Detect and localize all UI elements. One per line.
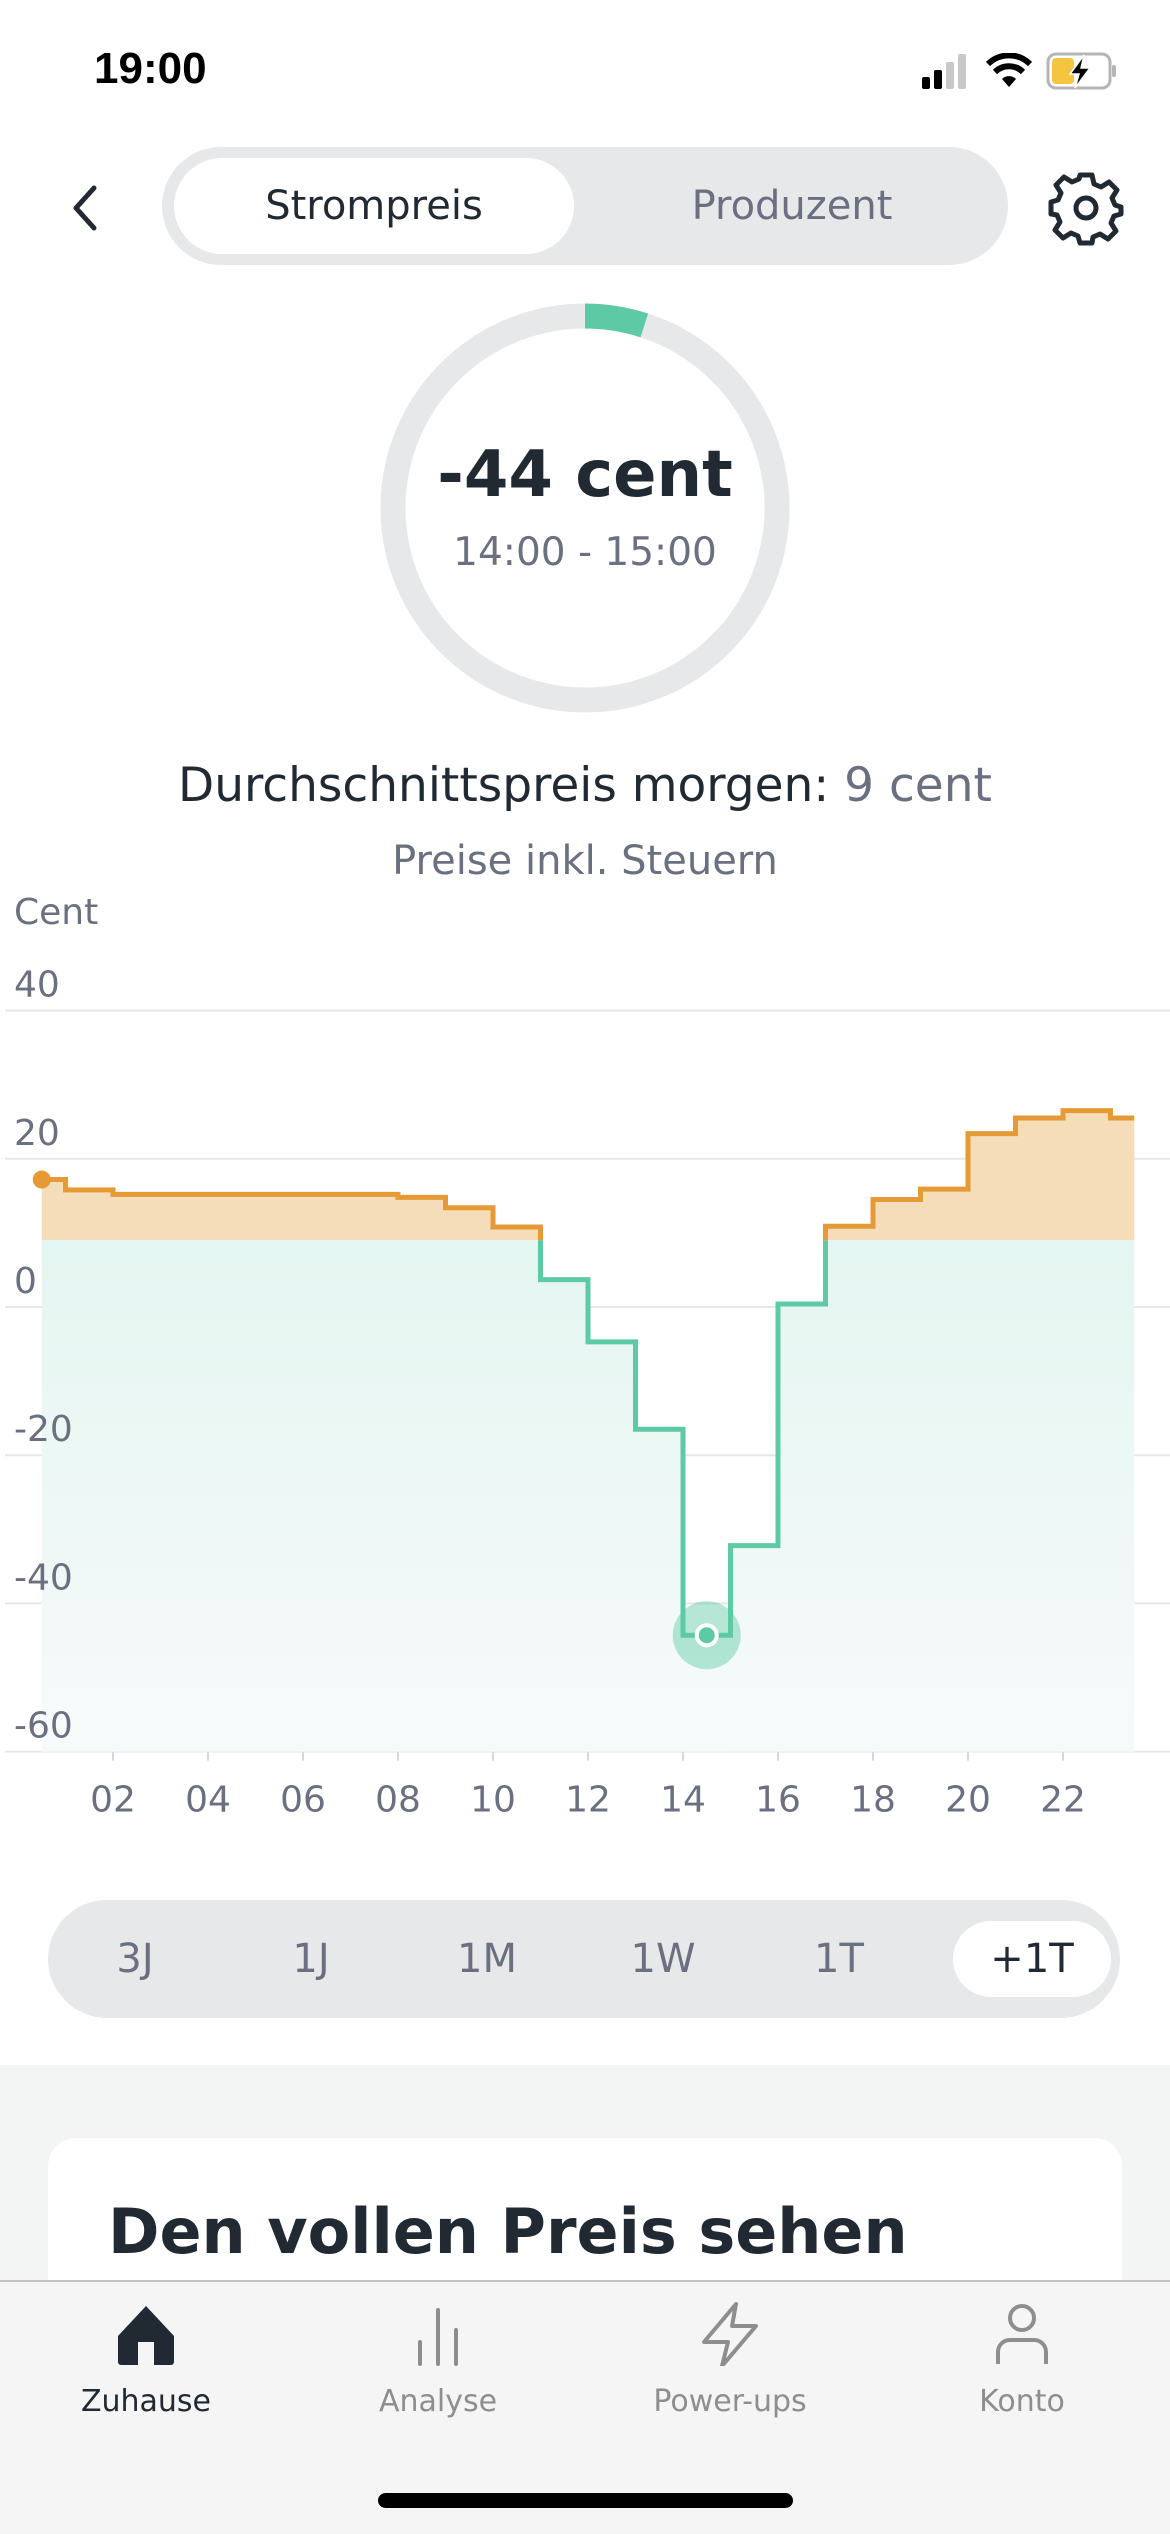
range-option-1w[interactable]: 1W [630, 1936, 696, 1982]
x-tick-label: 18 [850, 1780, 896, 1821]
wifi-icon [986, 53, 1032, 87]
tab-label: Konto [979, 2384, 1065, 2419]
gear-icon[interactable] [1048, 170, 1124, 246]
x-tick-label: 22 [1040, 1780, 1086, 1821]
y-tick-label: 20 [14, 1113, 60, 1154]
mode-segmented-control: Strompreis Produzent [162, 147, 1008, 265]
x-tick-label: 16 [755, 1780, 801, 1821]
y-tick-label: -20 [14, 1409, 73, 1450]
price-unit: cent [575, 438, 733, 512]
tab-konto[interactable]: Konto [892, 2302, 1152, 2419]
y-tick-label: -40 [14, 1557, 73, 1598]
tab-zuhause[interactable]: Zuhause [16, 2302, 276, 2419]
area-below-average [41, 1240, 1135, 1752]
range-selector: 3J 1J 1M 1W 1T +1T [48, 1900, 1120, 2018]
status-icons [922, 52, 1118, 90]
x-tick-label: 08 [375, 1780, 421, 1821]
tab-power-ups[interactable]: Power-ups [600, 2302, 860, 2419]
gauge-progress-arc [584, 303, 649, 338]
segment-strompreis[interactable]: Strompreis [174, 158, 574, 254]
price-chart[interactable]: 40 20 0 -20 -40 -60 02 04 06 08 10 12 14 16 18 20 22 [0, 900, 1170, 1840]
range-option-3j[interactable]: 3J [116, 1936, 154, 1982]
y-tick-label: 40 [14, 965, 60, 1006]
start-point-marker [32, 1170, 51, 1189]
range-option-1j[interactable]: 1J [292, 1936, 330, 1982]
card-title: Den vollen Preis sehen [108, 2195, 908, 2268]
average-price: Durchschnittspreis morgen: 9 cent [0, 758, 1170, 813]
range-option-1m[interactable]: 1M [457, 1936, 517, 1982]
tab-label: Power-ups [653, 2384, 807, 2419]
x-tick-label: 06 [280, 1780, 326, 1821]
segment-produzent[interactable]: Produzent [691, 183, 893, 229]
price-line-below-average [538, 1240, 828, 1638]
y-tick-label: -60 [14, 1706, 73, 1747]
y-tick-label: 0 [14, 1261, 37, 1302]
lightning-icon [702, 2302, 758, 2366]
battery-charging-icon [1046, 52, 1116, 90]
current-time-range: 14:00 - 15:00 [453, 530, 717, 575]
tax-note: Preise inkl. Steuern [392, 838, 778, 884]
home-icon [118, 2306, 174, 2365]
tab-label: Analyse [378, 2384, 498, 2419]
current-price: -44 cent [0, 438, 1170, 512]
bar-chart-icon [418, 2308, 458, 2366]
home-indicator [378, 2493, 793, 2508]
x-tick-label: 14 [660, 1780, 706, 1821]
price-value: -44 [437, 438, 553, 512]
range-option-plus-1t[interactable]: +1T [953, 1921, 1111, 1997]
price-line-above-average [41, 1108, 1135, 1241]
x-tick-label: 10 [470, 1780, 516, 1821]
x-tick-label: 04 [185, 1780, 231, 1821]
y-axis-label: Cent [14, 892, 99, 933]
person-icon [996, 2304, 1048, 2364]
selected-point-marker[interactable] [694, 1623, 719, 1648]
average-value: 9 cent [844, 758, 992, 813]
range-option-1t[interactable]: 1T [814, 1936, 864, 1982]
x-tick-label: 20 [945, 1780, 991, 1821]
back-chevron-icon[interactable] [62, 178, 112, 238]
average-label: Durchschnittspreis morgen: [178, 758, 830, 813]
x-tick-label: 12 [565, 1780, 611, 1821]
status-time: 19:00 [94, 44, 207, 93]
price-gauge [380, 303, 790, 713]
cellular-signal-icon [922, 54, 966, 89]
tab-bar: Zuhause Analyse Power-ups Konto [0, 2280, 1170, 2534]
area-above-average [41, 1110, 1135, 1241]
tab-analyse[interactable]: Analyse [308, 2302, 568, 2419]
tab-label: Zuhause [80, 2384, 212, 2419]
x-tick-label: 02 [90, 1780, 136, 1821]
